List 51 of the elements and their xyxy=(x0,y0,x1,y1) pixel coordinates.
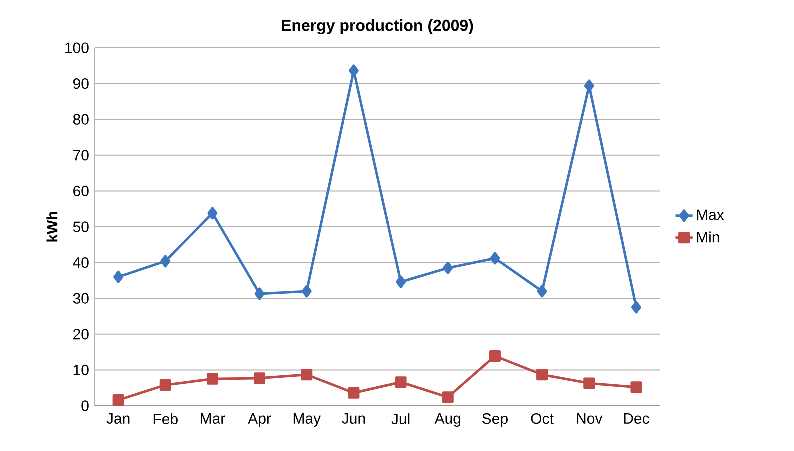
point xyxy=(443,262,454,274)
x-tick-label: Oct xyxy=(531,414,554,424)
y-tick-label: 20 xyxy=(74,329,89,340)
y-tick-label: 100 xyxy=(66,42,89,54)
point xyxy=(254,288,265,300)
x-tick-label: Aug xyxy=(434,414,461,427)
x-tick-label: Apr xyxy=(248,414,272,427)
x-tick-label: Mar xyxy=(201,414,226,424)
y-axis-title: kWh xyxy=(46,212,58,242)
point xyxy=(584,80,594,92)
y-tick-label: 10 xyxy=(74,364,89,376)
y-tick-label: 40 xyxy=(73,257,89,268)
x-tick-label: Jun xyxy=(342,414,366,424)
x-tick-label: Jan xyxy=(106,414,130,424)
point xyxy=(442,392,454,404)
point xyxy=(302,285,312,298)
point xyxy=(489,350,501,362)
point xyxy=(301,369,313,381)
point xyxy=(112,394,124,406)
y-tick-label: 0 xyxy=(82,400,89,412)
point xyxy=(630,382,642,394)
x-tick-label: Feb xyxy=(154,414,178,425)
x-tick-label: May xyxy=(294,414,322,427)
point xyxy=(584,378,596,390)
point xyxy=(631,301,642,314)
legend-label: Max xyxy=(697,210,724,220)
x-tick-label: Jul xyxy=(392,414,410,425)
point xyxy=(160,379,172,391)
y-tick-label: 60 xyxy=(74,186,89,197)
point xyxy=(396,276,406,288)
point xyxy=(254,372,266,384)
point xyxy=(395,376,407,388)
point xyxy=(206,373,218,385)
y-tick-label: 50 xyxy=(73,222,89,232)
y-tick-label: 90 xyxy=(73,78,89,90)
point xyxy=(208,207,218,220)
chart-title: Energy production (2009) xyxy=(282,19,474,34)
point xyxy=(537,285,548,298)
y-tick-label: 70 xyxy=(74,150,89,161)
x-tick-label: Sep xyxy=(482,414,508,428)
point xyxy=(348,387,360,399)
legend-label: Min xyxy=(697,232,720,243)
y-tick-label: 30 xyxy=(73,293,89,304)
point xyxy=(348,64,359,78)
point xyxy=(160,255,171,268)
point xyxy=(490,252,500,265)
y-tick-label: 80 xyxy=(73,114,89,125)
x-tick-label: Nov xyxy=(577,414,603,424)
point xyxy=(536,369,548,381)
x-tick-label: Dec xyxy=(624,414,650,424)
point xyxy=(114,270,124,284)
